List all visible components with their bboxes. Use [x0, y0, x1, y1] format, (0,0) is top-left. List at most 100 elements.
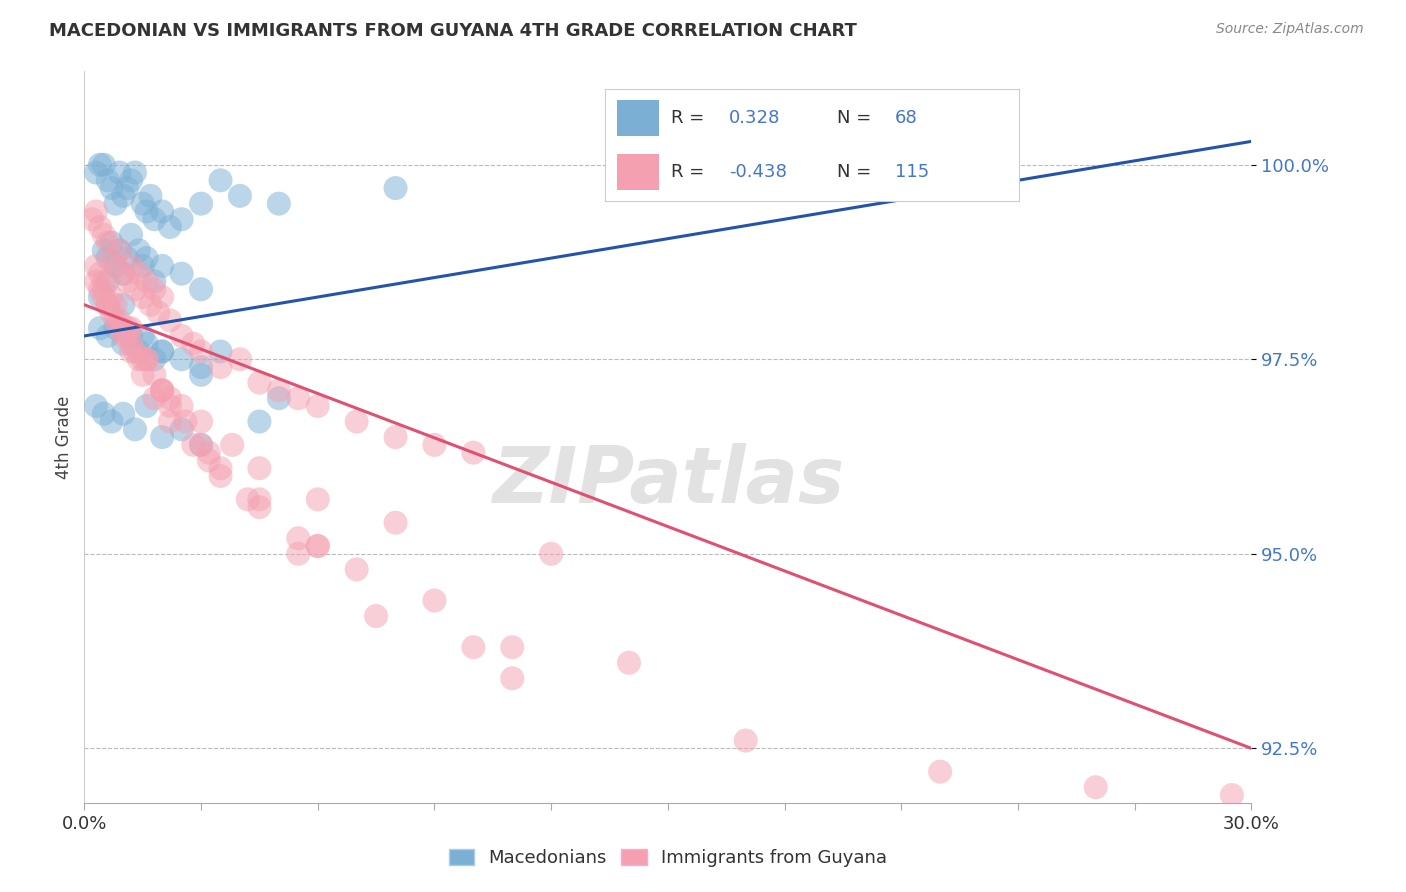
Point — [108, 244, 131, 258]
Point — [190, 438, 212, 452]
Point — [84, 399, 107, 413]
Point — [190, 196, 212, 211]
Point — [249, 461, 271, 475]
Point — [170, 212, 193, 227]
Point — [501, 640, 523, 655]
Point — [120, 336, 142, 351]
Bar — [617, 101, 658, 136]
Point — [135, 352, 157, 367]
Point — [84, 165, 107, 179]
Point — [104, 298, 127, 312]
Point — [209, 173, 232, 187]
Point — [108, 244, 131, 258]
Point — [139, 189, 162, 203]
Point — [100, 290, 122, 304]
Point — [501, 671, 523, 685]
Point — [423, 593, 446, 607]
Point — [150, 259, 173, 273]
Point — [112, 267, 135, 281]
Point — [112, 329, 135, 343]
Point — [128, 352, 150, 367]
Point — [132, 352, 155, 367]
Point — [104, 196, 127, 211]
Text: N =: N = — [837, 109, 877, 128]
Point — [112, 267, 135, 281]
Point — [135, 251, 157, 265]
Point — [112, 298, 135, 312]
Text: N =: N = — [837, 162, 877, 181]
Text: 68: 68 — [896, 109, 918, 128]
Point — [734, 733, 756, 747]
Point — [100, 305, 122, 319]
Point — [84, 204, 107, 219]
Point — [97, 275, 120, 289]
Point — [97, 329, 120, 343]
Point — [89, 219, 111, 234]
Point — [93, 227, 115, 242]
Point — [100, 251, 122, 265]
Point — [150, 384, 173, 398]
Point — [124, 344, 146, 359]
Bar — [617, 153, 658, 189]
Point — [463, 640, 485, 655]
Point — [97, 235, 120, 250]
Point — [128, 267, 150, 281]
Point — [104, 313, 127, 327]
Point — [229, 352, 252, 367]
Point — [307, 539, 329, 553]
Point — [170, 352, 193, 367]
Point — [150, 290, 173, 304]
Point — [89, 321, 111, 335]
Point — [115, 275, 138, 289]
Point — [143, 282, 166, 296]
Point — [209, 469, 232, 483]
Point — [112, 407, 135, 421]
Point — [135, 275, 157, 289]
Point — [132, 368, 155, 382]
Text: -0.438: -0.438 — [728, 162, 787, 181]
Point — [97, 298, 120, 312]
Point — [181, 336, 204, 351]
Point — [135, 352, 157, 367]
Point — [287, 547, 309, 561]
Point — [287, 531, 309, 545]
Legend: Macedonians, Immigrants from Guyana: Macedonians, Immigrants from Guyana — [441, 841, 894, 874]
Point — [100, 415, 122, 429]
Point — [108, 321, 131, 335]
Point — [104, 259, 127, 273]
Point — [120, 344, 142, 359]
Point — [229, 189, 252, 203]
Point — [249, 500, 271, 515]
Point — [112, 189, 135, 203]
Text: ZIPatlas: ZIPatlas — [492, 443, 844, 519]
Point — [143, 391, 166, 405]
Point — [249, 492, 271, 507]
Point — [159, 399, 181, 413]
Point — [307, 492, 329, 507]
Text: R =: R = — [671, 162, 710, 181]
Point — [124, 282, 146, 296]
Point — [97, 251, 120, 265]
Point — [221, 438, 243, 452]
Point — [209, 461, 232, 475]
Point — [120, 321, 142, 335]
Point — [287, 391, 309, 405]
Point — [132, 329, 155, 343]
Point — [112, 336, 135, 351]
Point — [104, 259, 127, 273]
Point — [346, 562, 368, 576]
Point — [100, 235, 122, 250]
Point — [115, 329, 138, 343]
Point — [135, 336, 157, 351]
Point — [150, 430, 173, 444]
Point — [124, 422, 146, 436]
Point — [128, 244, 150, 258]
Point — [120, 329, 142, 343]
Point — [190, 282, 212, 296]
Point — [209, 344, 232, 359]
Point — [159, 391, 181, 405]
Point — [190, 344, 212, 359]
Point — [100, 181, 122, 195]
Point — [159, 219, 181, 234]
Point — [115, 181, 138, 195]
